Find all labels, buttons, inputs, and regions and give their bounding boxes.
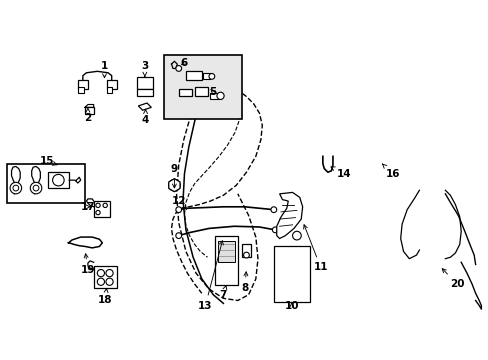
Text: 18: 18 bbox=[98, 288, 112, 306]
Circle shape bbox=[272, 227, 278, 233]
Bar bbox=[85, 107, 94, 114]
Text: 2: 2 bbox=[84, 108, 91, 123]
Bar bbox=[94, 266, 117, 288]
Circle shape bbox=[416, 210, 433, 228]
Circle shape bbox=[367, 161, 372, 166]
Circle shape bbox=[106, 278, 113, 285]
Bar bbox=[203, 73, 210, 79]
Text: 11: 11 bbox=[303, 225, 327, 273]
Circle shape bbox=[420, 215, 428, 224]
Circle shape bbox=[103, 203, 107, 207]
Text: 9: 9 bbox=[170, 163, 178, 188]
Bar bbox=[217, 241, 234, 262]
Circle shape bbox=[13, 185, 19, 191]
Bar bbox=[242, 244, 250, 257]
Text: 12: 12 bbox=[171, 196, 186, 209]
Circle shape bbox=[106, 270, 113, 277]
Bar bbox=[185, 71, 202, 80]
Circle shape bbox=[403, 244, 414, 256]
Text: 10: 10 bbox=[284, 301, 299, 311]
Bar bbox=[7, 163, 85, 203]
Bar bbox=[194, 87, 207, 96]
Circle shape bbox=[176, 66, 181, 71]
Bar bbox=[437, 223, 443, 227]
Bar bbox=[137, 77, 152, 89]
Text: 14: 14 bbox=[330, 167, 351, 179]
Text: 20: 20 bbox=[441, 269, 463, 289]
Bar bbox=[94, 201, 109, 217]
Bar bbox=[214, 236, 237, 285]
Text: 17: 17 bbox=[81, 202, 95, 212]
Circle shape bbox=[33, 185, 39, 191]
Bar bbox=[273, 246, 309, 302]
Circle shape bbox=[419, 177, 445, 203]
Bar bbox=[78, 87, 83, 93]
Text: 5: 5 bbox=[208, 86, 216, 96]
Circle shape bbox=[96, 203, 100, 207]
Bar bbox=[78, 80, 88, 89]
Text: 19: 19 bbox=[81, 254, 95, 275]
Circle shape bbox=[30, 182, 41, 194]
Polygon shape bbox=[358, 154, 381, 173]
Circle shape bbox=[97, 278, 104, 285]
Circle shape bbox=[53, 174, 64, 186]
Circle shape bbox=[292, 231, 301, 240]
Text: 4: 4 bbox=[142, 109, 149, 125]
Bar bbox=[178, 89, 191, 96]
Circle shape bbox=[217, 92, 224, 99]
Bar bbox=[106, 87, 112, 93]
Bar bbox=[210, 93, 220, 99]
Circle shape bbox=[171, 182, 177, 188]
Bar bbox=[430, 239, 436, 243]
Bar bbox=[422, 266, 427, 270]
Text: 1: 1 bbox=[101, 60, 108, 78]
Circle shape bbox=[426, 184, 437, 196]
Circle shape bbox=[10, 182, 21, 194]
Circle shape bbox=[97, 270, 104, 277]
Text: 8: 8 bbox=[241, 272, 248, 293]
Circle shape bbox=[176, 233, 181, 239]
Bar bbox=[137, 89, 152, 96]
Text: 3: 3 bbox=[141, 60, 148, 76]
Circle shape bbox=[96, 210, 100, 215]
Circle shape bbox=[176, 207, 181, 212]
Bar bbox=[47, 172, 69, 188]
Circle shape bbox=[168, 179, 180, 191]
Polygon shape bbox=[138, 103, 151, 110]
Circle shape bbox=[208, 73, 214, 79]
Text: 6: 6 bbox=[181, 58, 188, 68]
Bar bbox=[164, 55, 242, 119]
Text: 15: 15 bbox=[40, 156, 57, 166]
Bar bbox=[106, 80, 117, 89]
Polygon shape bbox=[276, 192, 302, 239]
Polygon shape bbox=[168, 179, 180, 192]
Text: 16: 16 bbox=[382, 164, 399, 179]
Text: 7: 7 bbox=[219, 285, 226, 300]
Circle shape bbox=[243, 252, 249, 258]
Bar bbox=[472, 265, 480, 270]
Circle shape bbox=[270, 207, 276, 212]
Text: 13: 13 bbox=[198, 241, 223, 311]
Circle shape bbox=[396, 237, 422, 263]
